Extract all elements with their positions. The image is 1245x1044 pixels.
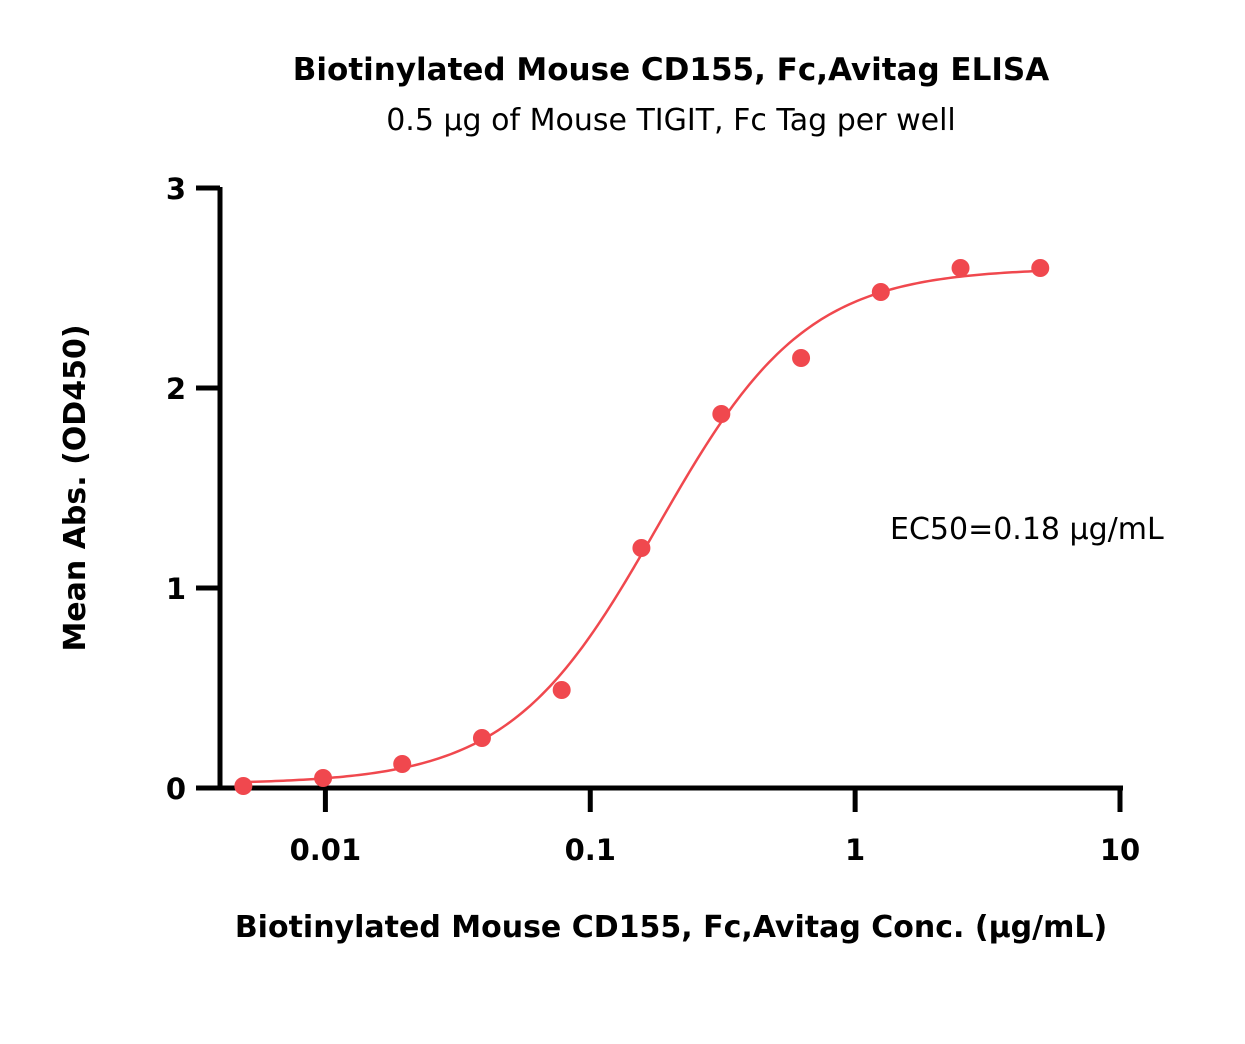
x-axis-label: Biotinylated Mouse CD155, Fc,Avitag Conc… xyxy=(235,910,1107,945)
y-axis-label: Mean Abs. (OD450) xyxy=(58,324,93,651)
data-point-1 xyxy=(314,769,333,787)
x-tick-label-0: 0.01 xyxy=(290,833,362,867)
x-tick-label-1: 0.1 xyxy=(565,833,616,867)
data-point-7 xyxy=(792,349,811,367)
x-tick-label-3: 10 xyxy=(1100,833,1140,867)
data-point-4 xyxy=(552,681,571,699)
y-tick-label-3: 3 xyxy=(166,172,186,206)
chart-subtitle: 0.5 µg of Mouse TIGIT, Fc Tag per well xyxy=(386,103,956,138)
y-ticks: 0 1 2 3 xyxy=(166,172,220,806)
data-point-3 xyxy=(472,729,491,747)
y-tick-label-0: 0 xyxy=(166,772,186,806)
data-points xyxy=(234,259,1050,795)
chart-title: Biotinylated Mouse CD155, Fc,Avitag ELIS… xyxy=(293,52,1049,88)
y-tick-label-1: 1 xyxy=(166,572,186,606)
x-tick-label-2: 1 xyxy=(845,833,865,867)
x-ticks: 0.01 0.1 1 10 xyxy=(290,788,1140,867)
data-point-2 xyxy=(393,755,412,773)
data-point-6 xyxy=(712,405,731,423)
y-tick-label-2: 2 xyxy=(166,372,186,406)
data-point-10 xyxy=(1031,259,1050,277)
data-point-5 xyxy=(632,539,651,557)
data-point-0 xyxy=(234,777,253,795)
data-point-8 xyxy=(871,283,890,301)
data-point-9 xyxy=(951,259,970,277)
ec50-annotation: EC50=0.18 µg/mL xyxy=(890,512,1164,547)
